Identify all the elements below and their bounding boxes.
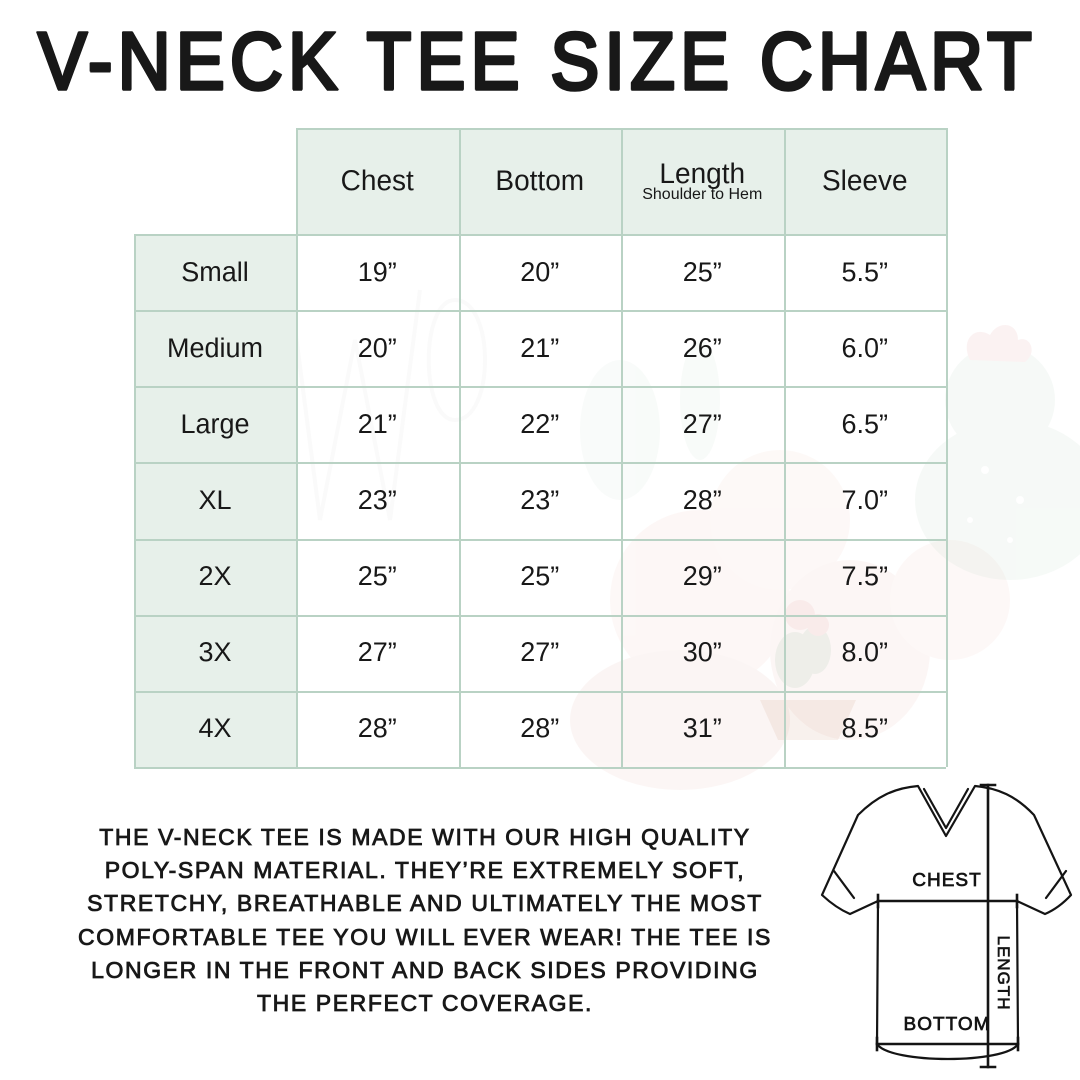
svg-text:CHEST: CHEST: [912, 870, 981, 891]
svg-text:BOTTOM: BOTTOM: [904, 1014, 991, 1035]
svg-text:LENGTH: LENGTH: [994, 936, 1013, 1011]
